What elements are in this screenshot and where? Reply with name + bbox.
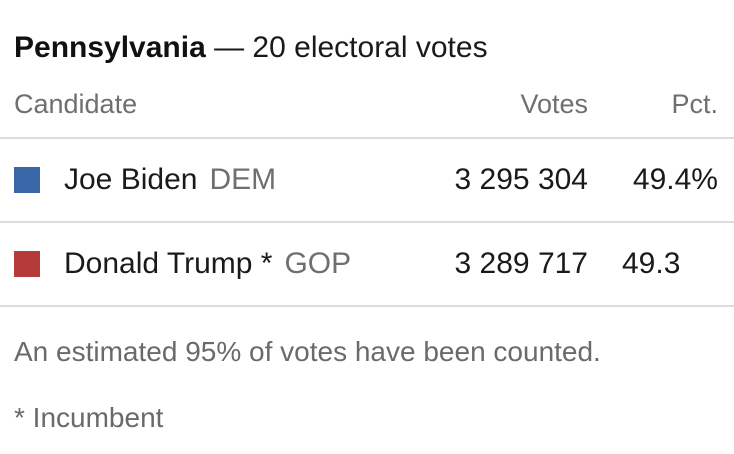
divider bbox=[0, 221, 734, 223]
party-label: DEM bbox=[209, 163, 277, 196]
party-color-swatch bbox=[14, 251, 40, 277]
candidate-row-trump: Donald Trump * GOP 3 289 717 49.3 bbox=[0, 223, 734, 305]
party-color-swatch bbox=[14, 167, 40, 193]
column-header-votes: Votes bbox=[520, 89, 588, 119]
incumbent-footnote: * Incumbent bbox=[14, 402, 164, 433]
candidate-name: Joe Biden DEM bbox=[64, 161, 276, 199]
candidate-votes: 3 295 304 bbox=[454, 163, 588, 196]
candidate-votes: 3 289 717 bbox=[454, 247, 588, 280]
state-name: Pennsylvania bbox=[14, 31, 206, 64]
column-header-candidate: Candidate bbox=[14, 89, 138, 119]
candidate-row-biden: Joe Biden DEM 3 295 304 49.4% bbox=[0, 139, 734, 221]
candidate-name-text: Joe Biden bbox=[64, 163, 198, 196]
electoral-votes-label: — 20 electoral votes bbox=[205, 31, 488, 64]
candidate-pct: 49.4% bbox=[632, 163, 718, 196]
candidate-pct: 49.3 bbox=[622, 247, 681, 280]
party-label: GOP bbox=[284, 247, 352, 280]
divider bbox=[0, 305, 734, 307]
counted-note: An estimated 95% of votes have been coun… bbox=[14, 336, 601, 367]
candidate-name-text: Donald Trump * bbox=[64, 247, 273, 280]
divider bbox=[0, 137, 734, 139]
results-title: Pennsylvania — 20 electoral votes bbox=[14, 28, 488, 68]
candidate-name: Donald Trump * GOP bbox=[64, 245, 351, 283]
column-header-pct: Pct. bbox=[671, 89, 718, 119]
